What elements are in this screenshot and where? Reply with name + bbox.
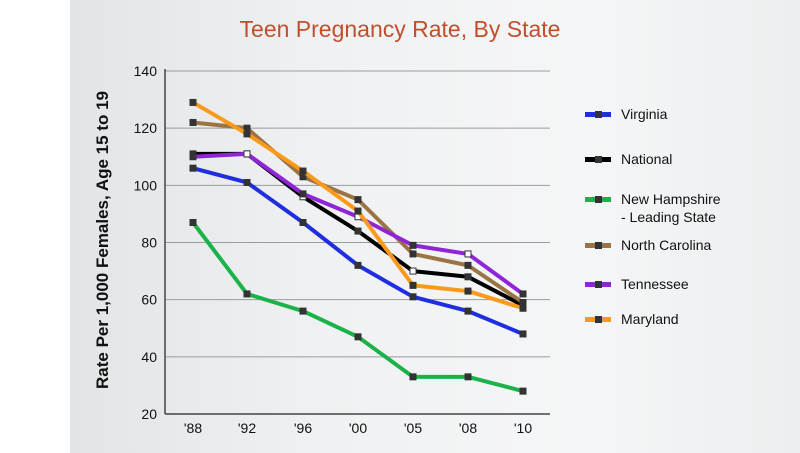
data-point bbox=[243, 124, 251, 132]
series-line-2 bbox=[191, 220, 525, 394]
legend-label: North Carolina bbox=[621, 237, 712, 253]
data-point bbox=[189, 218, 197, 226]
data-point bbox=[409, 241, 417, 249]
chart-title: Teen Pregnancy Rate, By State bbox=[239, 16, 561, 42]
data-point bbox=[243, 130, 251, 138]
legend-marker bbox=[595, 316, 602, 323]
x-tick-label: '05 bbox=[404, 420, 422, 436]
data-point bbox=[464, 373, 472, 381]
data-point bbox=[243, 178, 251, 186]
legend-item: North Carolina bbox=[585, 236, 781, 254]
data-point bbox=[464, 287, 472, 295]
legend-swatch bbox=[585, 111, 611, 118]
y-tick-label: 140 bbox=[134, 63, 158, 79]
y-tick-label: 20 bbox=[141, 406, 157, 422]
data-point bbox=[189, 98, 197, 106]
legend-item: Maryland bbox=[585, 310, 781, 328]
x-tick-label: '08 bbox=[459, 420, 477, 436]
data-point bbox=[519, 299, 527, 307]
series-line-4 bbox=[191, 151, 525, 296]
x-tick-label: '96 bbox=[294, 420, 312, 436]
y-tick-label: 40 bbox=[141, 349, 157, 365]
data-point bbox=[409, 293, 417, 301]
series-line-0 bbox=[191, 166, 525, 336]
legend-label: Virginia bbox=[621, 106, 668, 122]
data-point bbox=[464, 307, 472, 315]
x-tick-label: '10 bbox=[514, 420, 532, 436]
data-point bbox=[464, 250, 472, 258]
data-point bbox=[299, 190, 307, 198]
data-point bbox=[189, 153, 197, 161]
data-point bbox=[409, 250, 417, 258]
x-tick-label: '92 bbox=[238, 420, 256, 436]
legend-label: National bbox=[621, 151, 673, 167]
data-point bbox=[409, 373, 417, 381]
y-tick-label: 80 bbox=[141, 235, 157, 251]
legend-item: Virginia bbox=[585, 105, 781, 123]
data-point bbox=[464, 273, 472, 281]
data-point bbox=[354, 207, 362, 215]
legend-item: New Hampshire - Leading State bbox=[585, 190, 781, 226]
data-point bbox=[464, 261, 472, 269]
legend-swatch bbox=[585, 242, 611, 249]
series-line-5 bbox=[191, 100, 525, 311]
legend-swatch bbox=[585, 156, 611, 163]
legend-swatch bbox=[585, 316, 611, 323]
legend-marker bbox=[595, 111, 602, 118]
data-point bbox=[243, 290, 251, 298]
data-point bbox=[519, 290, 527, 298]
legend-item: National bbox=[585, 150, 781, 168]
data-point bbox=[519, 387, 527, 395]
legend-marker bbox=[595, 156, 602, 163]
legend-swatch bbox=[585, 196, 611, 203]
legend-label: Maryland bbox=[621, 311, 679, 327]
legend-label: Tennessee bbox=[621, 276, 689, 292]
legend-item: Tennessee bbox=[585, 275, 781, 293]
legend-marker bbox=[595, 281, 602, 288]
legend-label: New Hampshire - Leading State bbox=[621, 191, 721, 225]
legend-marker bbox=[595, 242, 602, 249]
data-point bbox=[189, 164, 197, 172]
data-point bbox=[189, 118, 197, 126]
y-tick-label: 120 bbox=[134, 120, 158, 136]
legend-swatch bbox=[585, 281, 611, 288]
data-point bbox=[519, 304, 527, 312]
x-tick-label: '88 bbox=[184, 420, 202, 436]
x-tick-label: '00 bbox=[349, 420, 367, 436]
data-point bbox=[354, 227, 362, 235]
data-point bbox=[243, 150, 251, 158]
data-point bbox=[299, 218, 307, 226]
y-tick-label: 100 bbox=[134, 177, 158, 193]
data-point bbox=[354, 333, 362, 341]
data-point bbox=[354, 196, 362, 204]
data-point bbox=[519, 330, 527, 338]
y-tick-label: 60 bbox=[141, 292, 157, 308]
data-point bbox=[409, 281, 417, 289]
data-point bbox=[299, 167, 307, 175]
data-point bbox=[409, 267, 417, 275]
data-point bbox=[299, 307, 307, 315]
data-point bbox=[354, 261, 362, 269]
legend-marker bbox=[595, 196, 602, 203]
